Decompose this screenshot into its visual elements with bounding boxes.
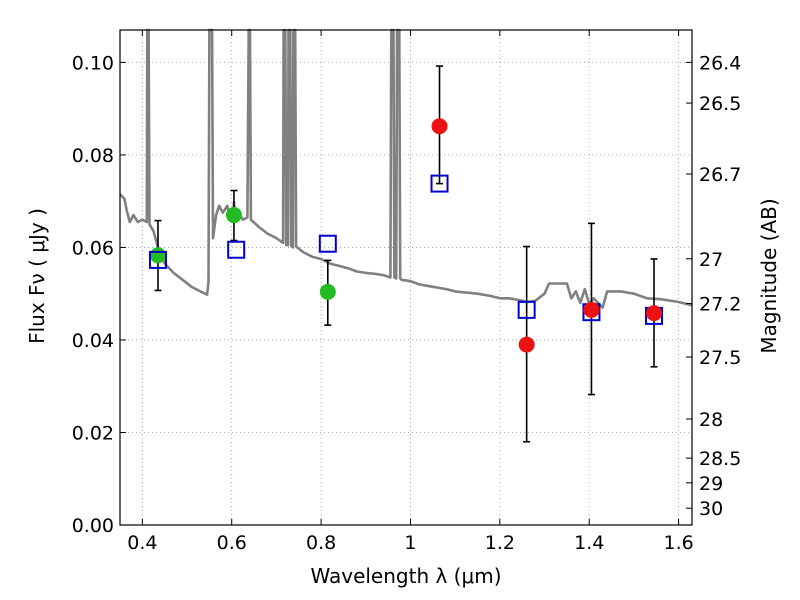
red-points <box>431 118 663 353</box>
red-point <box>646 305 663 322</box>
green-point <box>149 247 166 264</box>
green-point <box>225 207 242 224</box>
bandpass-box <box>318 234 337 253</box>
y-tick-label: 0.02 <box>72 422 114 444</box>
y2-tick-label: 28.5 <box>699 448 741 470</box>
x-axis-label: Wavelength λ (μm) <box>310 564 501 588</box>
y2-tick-label: 28 <box>699 409 723 431</box>
bandpass-box <box>430 174 449 193</box>
y2-tick-label: 29 <box>699 473 723 495</box>
y2-tick-label: 27 <box>699 249 723 271</box>
y-tick-label: 0.04 <box>72 330 114 352</box>
y2-tick-label: 26.5 <box>699 93 741 115</box>
y2-tick-label: 30 <box>699 498 723 520</box>
red-point <box>583 301 600 318</box>
bandpass-boxes <box>148 174 664 325</box>
y2-tick-label: 26.4 <box>699 52 741 74</box>
model-spectrum <box>119 28 693 309</box>
x-tick-label: 1 <box>404 532 416 554</box>
y-tick-label: 0.10 <box>72 52 114 74</box>
error-bars <box>154 65 658 443</box>
red-point <box>518 336 535 353</box>
y2-tick-label: 27.2 <box>699 294 741 316</box>
red-point <box>431 118 448 135</box>
plot-frame <box>119 29 693 526</box>
y2-axis-label: Magnitude (AB) <box>757 198 781 353</box>
y2-tick-label: 27.5 <box>699 347 741 369</box>
green-point <box>319 283 336 300</box>
y-tick-label: 0.08 <box>72 145 114 167</box>
x-tick-label: 1.6 <box>663 532 693 554</box>
tick-labels: 0.4 0.6 0.8 1 1.2 1.4 1.6 0.00 0.02 0.04 0.06 0.08 0… <box>72 52 742 554</box>
x-tick-label: 0.4 <box>127 532 157 554</box>
x-tick-label: 0.6 <box>217 532 247 554</box>
axis-ticks <box>120 30 692 526</box>
bandpass-box <box>148 250 167 269</box>
model-spectrum-line <box>119 28 693 309</box>
y-tick-label: 0.06 <box>72 237 114 259</box>
bandpass-box <box>227 240 246 259</box>
y-axis-label: Flux Fν ( μJy ) <box>25 208 49 344</box>
x-tick-label: 0.8 <box>306 532 336 554</box>
y2-tick-label: 26.7 <box>699 164 741 186</box>
x-tick-label: 1.4 <box>574 532 604 554</box>
y-tick-label: 0.00 <box>72 515 114 537</box>
bandpass-box <box>517 300 536 319</box>
grid-lines <box>120 30 692 526</box>
x-tick-label: 1.2 <box>485 532 515 554</box>
